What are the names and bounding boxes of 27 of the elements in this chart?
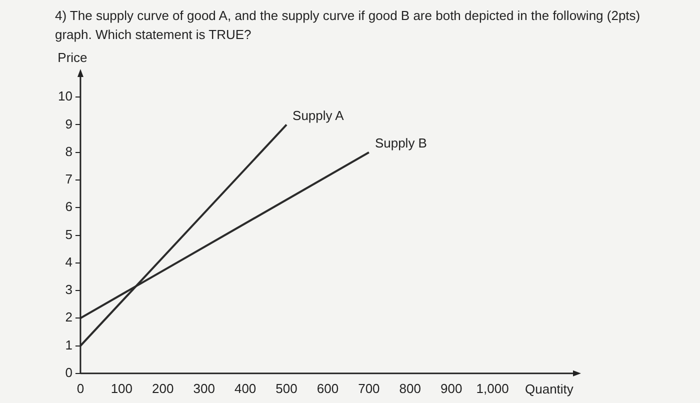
series-label: Supply B [374, 135, 427, 150]
x-tick-label: 800 [399, 380, 422, 396]
x-tick-label: 700 [358, 380, 380, 396]
y-tick-label: 6 [65, 199, 72, 214]
y-tick-label: 2 [65, 310, 72, 325]
x-tick-label: 500 [276, 380, 298, 396]
y-axis-title: Price [58, 50, 88, 66]
x-tick-label: 0 [76, 380, 84, 396]
y-tick-label: 8 [65, 144, 72, 159]
y-tick-label: 1 [65, 337, 72, 352]
x-tick-label: 400 [234, 380, 256, 396]
x-tick-label: 100 [110, 380, 133, 396]
x-tick-label: 600 [316, 380, 339, 396]
y-tick-label: 5 [65, 226, 72, 242]
y-tick-label: 9 [65, 116, 72, 132]
series-label: Supply A [292, 108, 344, 123]
y-tick-label: 10 [58, 88, 72, 104]
x-axis-title: Quantity [525, 381, 574, 396]
x-tick-label: 300 [193, 380, 215, 396]
chart-title: 4) The supply curve of good A, and the supply curve if good B are both depicted in the following (2pts) graph. Which statement is TRUE? [55, 7, 642, 44]
x-tick-label: 200 [152, 380, 174, 396]
y-tick-label: 0 [65, 364, 72, 380]
x-tick-label: 1,000 [476, 380, 509, 396]
y-tick-label: 3 [65, 282, 72, 298]
y-tick-label: 7 [65, 172, 72, 187]
x-tick-label: 900 [440, 380, 462, 396]
y-tick-label: 4 [65, 254, 72, 270]
